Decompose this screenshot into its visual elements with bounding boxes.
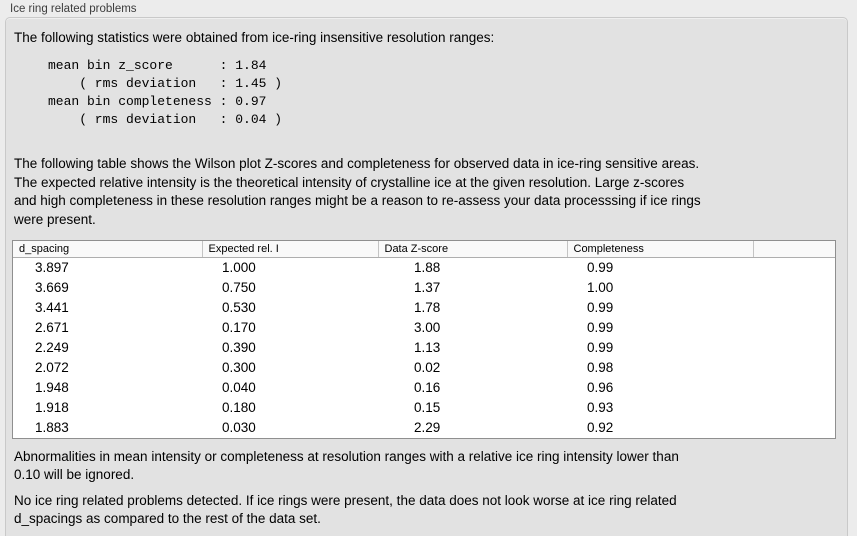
- table-row[interactable]: 3.669 0.750 1.37 1.00: [13, 278, 835, 298]
- cell-d-spacing: 1.948: [35, 380, 69, 395]
- cell-completeness: 0.99: [587, 320, 614, 335]
- cell-d-spacing: 2.249: [35, 340, 69, 355]
- table-row[interactable]: 1.918 0.180 0.15 0.93: [13, 398, 835, 418]
- cell-d-spacing: 2.671: [35, 320, 69, 335]
- cell-d-spacing: 1.883: [35, 420, 69, 435]
- cell-data-z-score: 2.29: [414, 420, 441, 435]
- table-row[interactable]: 2.072 0.300 0.02 0.98: [13, 358, 835, 378]
- cell-d-spacing: 3.441: [35, 300, 69, 315]
- col-header-empty: [752, 241, 835, 258]
- cell-completeness: 0.99: [587, 340, 614, 355]
- table-row[interactable]: 1.883 0.030 2.29 0.92: [13, 418, 835, 438]
- cell-empty: [753, 418, 835, 438]
- col-header-d-spacing[interactable]: d_spacing: [13, 241, 202, 258]
- cell-completeness: 0.96: [587, 380, 614, 395]
- table-row[interactable]: 3.897 1.000 1.88 0.99: [13, 258, 835, 279]
- cell-d-spacing: 1.918: [35, 400, 69, 415]
- cell-expected-rel-i: 0.040: [222, 380, 256, 395]
- stats-block: mean bin z_score : 1.84 ( rms deviation …: [48, 58, 283, 127]
- cell-expected-rel-i: 0.750: [222, 280, 256, 295]
- cell-empty: [753, 318, 835, 338]
- cell-d-spacing: 2.072: [35, 360, 69, 375]
- cell-expected-rel-i: 0.170: [222, 320, 256, 335]
- cell-completeness: 0.98: [587, 360, 614, 375]
- cell-empty: [753, 338, 835, 358]
- cell-empty: [753, 358, 835, 378]
- table-header-row: d_spacing Expected rel. I Data Z-score C…: [13, 241, 835, 258]
- col-header-completeness[interactable]: Completeness: [566, 241, 753, 258]
- col-header-data-z-score[interactable]: Data Z-score: [377, 241, 567, 258]
- cell-data-z-score: 0.02: [414, 360, 441, 375]
- cell-data-z-score: 3.00: [414, 320, 441, 335]
- cell-empty: [753, 258, 835, 279]
- cell-empty: [753, 398, 835, 418]
- cell-expected-rel-i: 0.180: [222, 400, 256, 415]
- ignore-note-text: Abnormalities in mean intensity or compl…: [14, 449, 679, 482]
- cell-empty: [753, 298, 835, 318]
- table-row[interactable]: 3.441 0.530 1.78 0.99: [13, 298, 835, 318]
- conclusion-text: No ice ring related problems detected. I…: [14, 493, 677, 526]
- cell-data-z-score: 1.88: [414, 260, 441, 275]
- cell-expected-rel-i: 0.530: [222, 300, 256, 315]
- cell-empty: [753, 278, 835, 298]
- cell-d-spacing: 3.669: [35, 280, 69, 295]
- cell-expected-rel-i: 0.030: [222, 420, 256, 435]
- cell-completeness: 1.00: [587, 280, 614, 295]
- ice-ring-table: d_spacing Expected rel. I Data Z-score C…: [12, 240, 836, 439]
- cell-data-z-score: 1.78: [414, 300, 441, 315]
- cell-data-z-score: 1.37: [414, 280, 441, 295]
- cell-data-z-score: 0.16: [414, 380, 441, 395]
- panel-title: Ice ring related problems: [10, 3, 137, 15]
- wilson-zscore-table: d_spacing Expected rel. I Data Z-score C…: [13, 241, 835, 438]
- cell-data-z-score: 0.15: [414, 400, 441, 415]
- cell-expected-rel-i: 0.390: [222, 340, 256, 355]
- cell-completeness: 0.99: [587, 260, 614, 275]
- table-row[interactable]: 1.948 0.040 0.16 0.96: [13, 378, 835, 398]
- cell-completeness: 0.99: [587, 300, 614, 315]
- cell-expected-rel-i: 1.000: [222, 260, 256, 275]
- table-row[interactable]: 2.249 0.390 1.13 0.99: [13, 338, 835, 358]
- table-row[interactable]: 2.671 0.170 3.00 0.99: [13, 318, 835, 338]
- ice-ring-groupbox: The following statistics were obtained f…: [5, 17, 848, 536]
- table-description-text: The following table shows the Wilson plo…: [14, 156, 701, 227]
- col-header-expected-rel-i[interactable]: Expected rel. I: [201, 241, 378, 258]
- cell-expected-rel-i: 0.300: [222, 360, 256, 375]
- cell-completeness: 0.92: [587, 420, 614, 435]
- stats-intro-text: The following statistics were obtained f…: [14, 30, 495, 45]
- cell-empty: [753, 378, 835, 398]
- cell-data-z-score: 1.13: [414, 340, 441, 355]
- cell-d-spacing: 3.897: [35, 260, 69, 275]
- cell-completeness: 0.93: [587, 400, 614, 415]
